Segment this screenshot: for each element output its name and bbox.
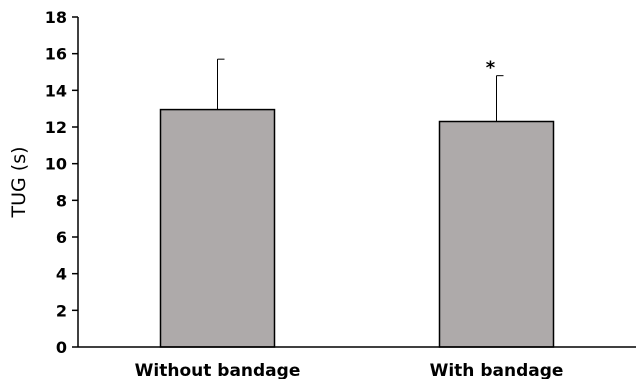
bar bbox=[438, 120, 555, 348]
y-tick-label: 12 bbox=[45, 118, 67, 137]
y-tick-label: 6 bbox=[56, 228, 67, 247]
x-axis: Without bandage With bandage bbox=[78, 346, 636, 379]
y-tick-label: 2 bbox=[56, 301, 67, 320]
y-tick-label: 8 bbox=[56, 191, 67, 210]
y-tick-label: 18 bbox=[45, 8, 67, 27]
y-tick-label: 0 bbox=[56, 338, 67, 357]
x-tick-label: Without bandage bbox=[135, 361, 301, 379]
y-axis-title: TUG (s) bbox=[8, 147, 30, 219]
x-tick-label: With bandage bbox=[430, 361, 564, 379]
y-axis: 0 2 4 6 8 10 12 14 16 18 bbox=[45, 8, 79, 357]
y-tick-label: 4 bbox=[56, 265, 67, 284]
bar bbox=[159, 108, 276, 348]
bars: * bbox=[159, 58, 555, 348]
y-tick-label: 10 bbox=[45, 155, 67, 174]
y-tick-label: 16 bbox=[45, 45, 67, 64]
significance-marker: * bbox=[486, 58, 496, 79]
y-tick-label: 14 bbox=[45, 81, 67, 100]
